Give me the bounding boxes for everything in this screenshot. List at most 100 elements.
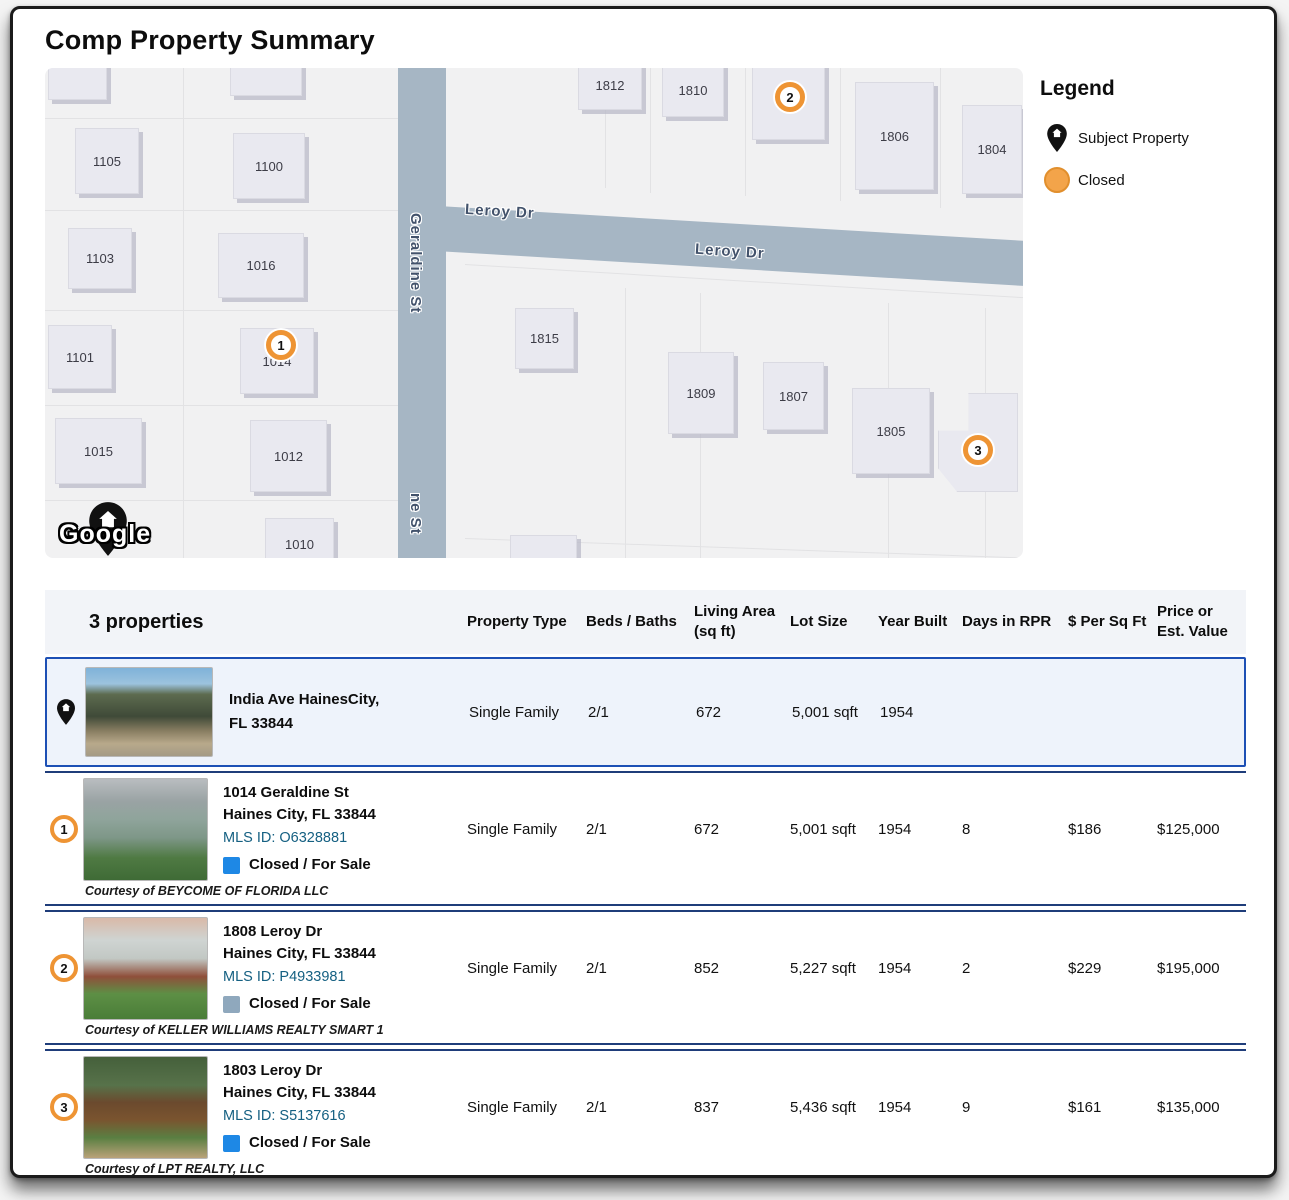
comp-days-in-rpr: 2 [962, 959, 971, 977]
comp-per-sqft: $229 [1068, 959, 1102, 977]
subject-property-pin-icon [85, 500, 131, 558]
map-building-1101: 1101 [48, 325, 112, 389]
map-building-1103: 1103 [68, 228, 132, 289]
map-building-1806: 1806 [855, 82, 934, 190]
parcel-line [45, 405, 398, 406]
map-marker-comp-1[interactable]: 1 [266, 330, 296, 360]
google-logo: Google [59, 520, 152, 548]
map-building-1010: 1010 [265, 518, 334, 558]
legend-item-subject: Subject Property [1040, 123, 1260, 153]
comp-year-built: 1954 [878, 959, 912, 977]
comp-price: $135,000 [1157, 1098, 1220, 1116]
map-building-1812: 1812 [578, 68, 642, 110]
comp-year-built: 1954 [878, 820, 912, 838]
map-building [48, 68, 107, 100]
comp-beds-baths: 2/1 [586, 1098, 607, 1116]
parcel-line [840, 68, 841, 201]
table-row-subject[interactable]: India Ave HainesCity, FL 33844 Single Fa… [45, 657, 1246, 767]
parcel-line [45, 310, 398, 311]
legend-title: Legend [1040, 77, 1115, 100]
map-building [510, 535, 577, 558]
property-photo[interactable] [83, 916, 208, 1020]
col-days-in-rpr: Days in RPR [962, 612, 1052, 630]
app-window: Comp Property Summary Geraldine St ne St… [10, 6, 1277, 1178]
col-beds-baths: Beds / Baths [586, 612, 677, 630]
status-square-icon [223, 1134, 240, 1152]
mls-id[interactable]: MLS ID: S5137616 [223, 1108, 346, 1124]
col-per-sq-ft: $ Per Sq Ft [1068, 612, 1147, 630]
legend-label-closed: Closed [1078, 171, 1125, 189]
parcel-line [45, 500, 398, 501]
subject-living-area: 672 [696, 703, 722, 721]
subject-pin-icon [47, 698, 85, 726]
map-building [230, 68, 302, 96]
property-photo[interactable] [83, 1055, 208, 1159]
status-badge: Closed / For Sale [223, 854, 467, 876]
comp-per-sqft: $186 [1068, 820, 1102, 838]
map-building-1809: 1809 [668, 352, 734, 434]
col-price: Price or Est. Value [1157, 602, 1228, 640]
comp-property-type: Single Family [467, 820, 558, 838]
legend: Legend Subject Property Closed [1040, 77, 1260, 207]
comp-per-sqft: $161 [1068, 1098, 1102, 1116]
parcel-line [605, 68, 606, 188]
comp-marker-1: 1 [50, 815, 78, 843]
property-photo[interactable] [85, 667, 213, 757]
mls-id[interactable]: MLS ID: P4933981 [223, 969, 346, 985]
property-photo[interactable] [83, 777, 208, 881]
map-building-1015: 1015 [55, 418, 142, 484]
comp-marker-3: 3 [50, 1093, 78, 1121]
map-building-1815: 1815 [515, 308, 574, 369]
page-title: Comp Property Summary [45, 25, 375, 55]
comp-lot-size: 5,436 sqft [790, 1098, 856, 1116]
comp-city: Haines City, FL 33844 [223, 806, 376, 823]
map-marker-comp-3[interactable]: 3 [963, 435, 993, 465]
street-label-geraldine: Geraldine St [407, 213, 424, 314]
comp-days-in-rpr: 9 [962, 1098, 971, 1116]
courtesy-line: Courtesy of LPT REALTY, LLC [85, 1162, 265, 1176]
map-marker-comp-2[interactable]: 2 [775, 82, 805, 112]
map-building-1016: 1016 [218, 233, 304, 298]
parcel-line [183, 68, 184, 558]
comp-lot-size: 5,227 sqft [790, 959, 856, 977]
status-label: Closed / For Sale [249, 995, 371, 1012]
col-living-area: Living Area (sq ft) [694, 602, 776, 640]
courtesy-line: Courtesy of KELLER WILLIAMS REALTY SMART… [85, 1023, 384, 1037]
parcel-line [940, 68, 941, 208]
mls-id[interactable]: MLS ID: O6328881 [223, 830, 348, 846]
comp-address: 1803 Leroy Dr [223, 1062, 323, 1079]
subject-address: India Ave HainesCity, FL 33844 [229, 691, 380, 732]
street-label-geraldine-partial: ne St [407, 493, 424, 535]
geraldine-st-road [398, 68, 446, 558]
table-row-comp-2[interactable]: 2 1808 Leroy Dr Haines City, FL 33844 ML… [45, 910, 1246, 1045]
subject-pin-icon [1040, 123, 1074, 153]
status-label: Closed / For Sale [249, 856, 371, 873]
status-square-icon [223, 856, 240, 874]
table-header: 3 properties Property Type Beds / Baths … [45, 590, 1246, 654]
legend-label-subject: Subject Property [1078, 129, 1189, 147]
map-building-1804: 1804 [962, 105, 1022, 194]
map-building-1105: 1105 [75, 128, 139, 194]
comp-days-in-rpr: 8 [962, 820, 971, 838]
parcel-line [625, 288, 626, 558]
comp-city: Haines City, FL 33844 [223, 1084, 376, 1101]
comp-year-built: 1954 [878, 1098, 912, 1116]
properties-count: 3 properties [89, 610, 204, 633]
table-row-comp-1[interactable]: 1 1014 Geraldine St Haines City, FL 3384… [45, 771, 1246, 906]
comp-table: 3 properties Property Type Beds / Baths … [45, 590, 1246, 1176]
comp-price: $125,000 [1157, 820, 1220, 838]
parcel-line [45, 118, 398, 119]
status-badge: Closed / For Sale [223, 993, 467, 1015]
table-row-comp-3[interactable]: 3 1803 Leroy Dr Haines City, FL 33844 ML… [45, 1049, 1246, 1176]
parcel-line [745, 68, 746, 196]
comp-property-type: Single Family [467, 959, 558, 977]
subject-beds-baths: 2/1 [588, 703, 609, 721]
col-lot-size: Lot Size [790, 612, 848, 630]
comp-map[interactable]: Geraldine St ne St Leroy Dr Leroy Dr 110… [45, 68, 1023, 558]
legend-item-closed: Closed [1040, 167, 1260, 193]
comp-property-type: Single Family [467, 1098, 558, 1116]
comp-address: 1808 Leroy Dr [223, 923, 323, 940]
status-badge: Closed / For Sale [223, 1132, 467, 1154]
comp-living-area: 672 [694, 820, 720, 838]
comp-beds-baths: 2/1 [586, 959, 607, 977]
